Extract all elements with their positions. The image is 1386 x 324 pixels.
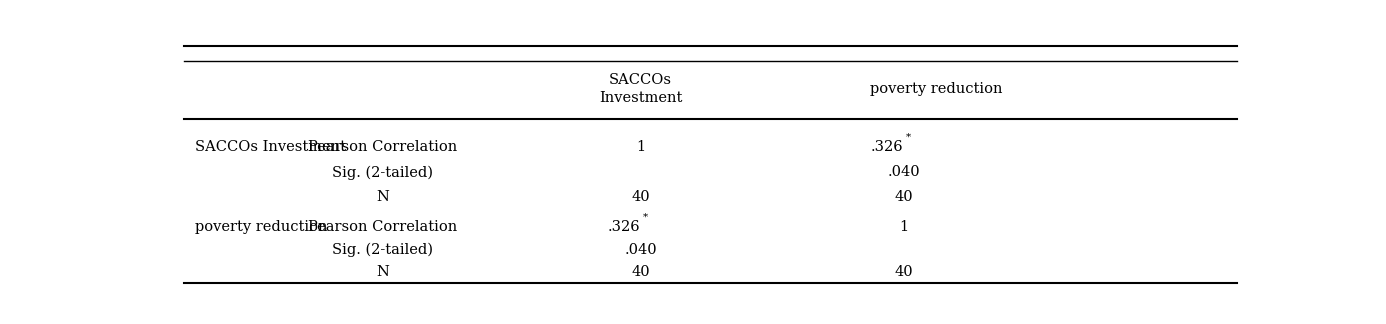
Text: 40: 40 <box>631 190 650 204</box>
Text: 40: 40 <box>894 265 913 279</box>
Text: .326: .326 <box>608 220 640 234</box>
Text: 40: 40 <box>894 190 913 204</box>
Text: *: * <box>906 133 911 142</box>
Text: .040: .040 <box>887 165 920 179</box>
Text: .040: .040 <box>624 243 657 257</box>
Text: Pearson Correlation: Pearson Correlation <box>308 220 457 234</box>
Text: Pearson Correlation: Pearson Correlation <box>308 140 457 155</box>
Text: poverty reduction: poverty reduction <box>869 82 1002 96</box>
Text: *: * <box>643 213 647 222</box>
Text: SACCOs
Investment: SACCOs Investment <box>599 73 682 105</box>
Text: .326: .326 <box>870 140 904 155</box>
Text: N: N <box>376 265 389 279</box>
Text: N: N <box>376 190 389 204</box>
Text: 40: 40 <box>631 265 650 279</box>
Text: Sig. (2-tailed): Sig. (2-tailed) <box>333 242 434 257</box>
Text: SACCOs Investment: SACCOs Investment <box>194 140 345 155</box>
Text: Sig. (2-tailed): Sig. (2-tailed) <box>333 165 434 179</box>
Text: 1: 1 <box>900 220 908 234</box>
Text: 1: 1 <box>636 140 644 155</box>
Text: poverty reduction: poverty reduction <box>194 220 327 234</box>
